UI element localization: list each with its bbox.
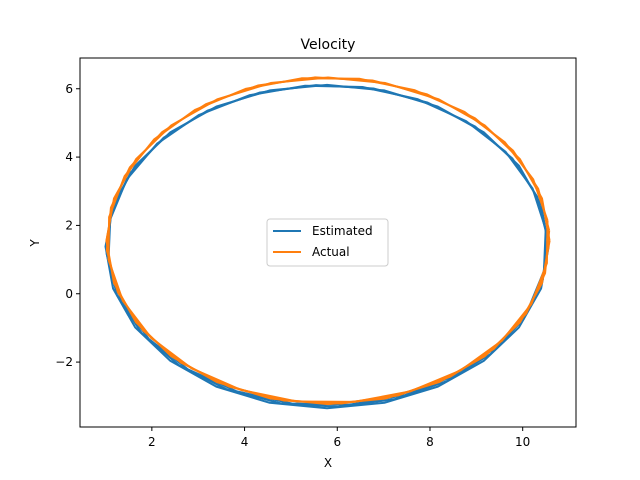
- y-ticks: −2 0 2 4 6: [55, 82, 80, 369]
- y-tick-label: 6: [65, 82, 73, 96]
- y-tick-label: 0: [65, 287, 73, 301]
- legend: Estimated Actual: [266, 218, 389, 267]
- series-layer: [104, 76, 551, 410]
- chart-title: Velocity: [301, 37, 356, 53]
- legend-label-actual: Actual: [312, 245, 350, 259]
- x-axis-label: X: [324, 456, 332, 470]
- y-tick-label: 2: [65, 218, 73, 232]
- y-tick-label: 4: [65, 150, 73, 164]
- x-tick-label: 4: [241, 435, 249, 449]
- x-tick-label: 10: [515, 435, 530, 449]
- x-ticks: 2 4 6 8 10: [148, 427, 530, 449]
- series-estimated-loop-1: [105, 84, 549, 408]
- series-actual-loop-1: [105, 76, 551, 405]
- y-tick-label: −2: [55, 355, 73, 369]
- legend-label-estimated: Estimated: [312, 224, 373, 238]
- series-actual-loop-2: [107, 77, 549, 403]
- x-tick-label: 2: [148, 435, 156, 449]
- series-estimated-loop-0: [104, 83, 550, 410]
- y-axis-label: Y: [28, 239, 42, 248]
- x-tick-label: 6: [333, 435, 341, 449]
- x-tick-label: 8: [426, 435, 434, 449]
- axes-frame: [79, 57, 577, 428]
